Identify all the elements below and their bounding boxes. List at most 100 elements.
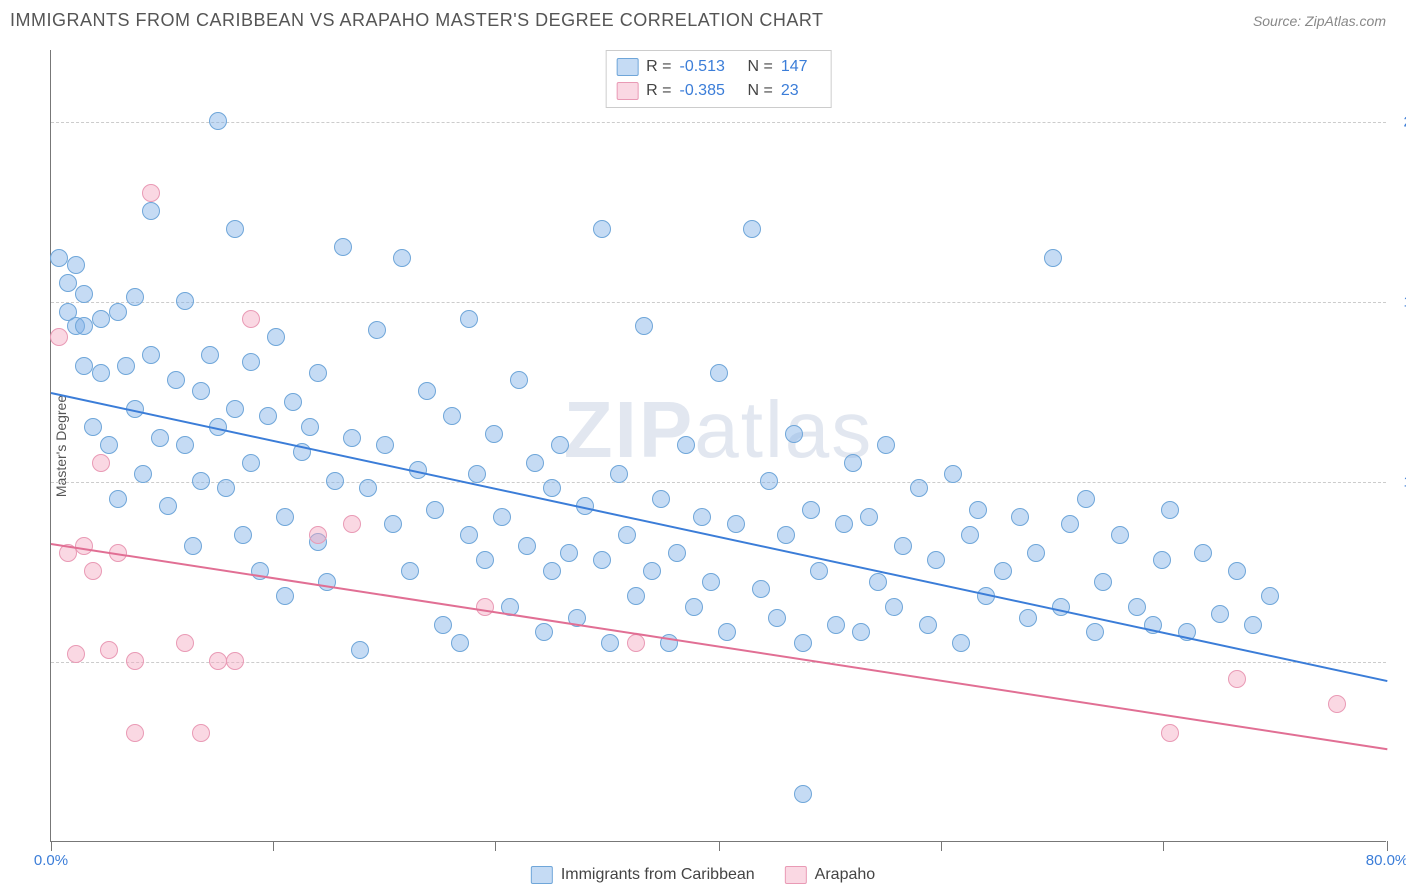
stats-legend-box: R =-0.513N =147R =-0.385N =23 [605,50,832,108]
data-point [226,220,244,238]
data-point [1128,598,1146,616]
data-point [919,616,937,634]
gridline [51,662,1386,663]
stat-N-value: 23 [781,79,821,103]
data-point [635,317,653,335]
data-point [718,623,736,641]
data-point [176,292,194,310]
data-point [710,364,728,382]
scatter-chart: ZIPatlas R =-0.513N =147R =-0.385N =23 5… [50,50,1386,842]
data-point [242,310,260,328]
data-point [393,249,411,267]
data-point [760,472,778,490]
data-point [627,634,645,652]
data-point [835,515,853,533]
data-point [234,526,252,544]
data-point [75,317,93,335]
data-point [810,562,828,580]
data-point [1161,724,1179,742]
data-point [309,364,327,382]
data-point [777,526,795,544]
stats-row: R =-0.385N =23 [616,79,821,103]
chart-title: IMMIGRANTS FROM CARIBBEAN VS ARAPAHO MAS… [10,10,824,31]
data-point [75,285,93,303]
data-point [852,623,870,641]
gridline [51,122,1386,123]
data-point [1044,249,1062,267]
data-point [860,508,878,526]
legend-swatch [785,866,807,884]
data-point [418,382,436,400]
data-point [952,634,970,652]
data-point [192,382,210,400]
data-point [551,436,569,454]
data-point [969,501,987,519]
data-point [643,562,661,580]
legend-swatch [531,866,553,884]
data-point [401,562,419,580]
data-point [309,526,327,544]
data-point [827,616,845,634]
data-point [84,418,102,436]
data-point [652,490,670,508]
data-point [1194,544,1212,562]
data-point [894,537,912,555]
data-point [543,479,561,497]
data-point [1244,616,1262,634]
data-point [460,526,478,544]
data-point [526,454,544,472]
data-point [476,598,494,616]
data-point [267,328,285,346]
data-point [126,724,144,742]
data-point [176,634,194,652]
data-point [142,202,160,220]
data-point [877,436,895,454]
data-point [727,515,745,533]
data-point [151,429,169,447]
data-point [201,346,219,364]
data-point [1211,605,1229,623]
stat-N-value: 147 [781,55,821,79]
data-point [284,393,302,411]
data-point [117,357,135,375]
data-point [209,652,227,670]
stat-R-value: -0.385 [680,79,740,103]
data-point [593,220,611,238]
x-tick [1163,841,1164,851]
data-point [50,249,68,267]
data-point [343,429,361,447]
data-point [768,609,786,627]
data-point [685,598,703,616]
data-point [276,508,294,526]
data-point [618,526,636,544]
data-point [75,537,93,555]
data-point [67,645,85,663]
data-point [326,472,344,490]
data-point [1027,544,1045,562]
data-point [276,587,294,605]
legend-label: Immigrants from Caribbean [561,866,755,884]
data-point [1011,508,1029,526]
data-point [1019,609,1037,627]
x-tick-label: 0.0% [34,852,68,869]
stats-row: R =-0.513N =147 [616,55,821,79]
data-point [476,551,494,569]
stat-R-label: R = [646,79,671,103]
gridline [51,482,1386,483]
data-point [1111,526,1129,544]
data-point [601,634,619,652]
data-point [493,508,511,526]
x-tick [719,841,720,851]
legend-label: Arapaho [815,866,876,884]
data-point [702,573,720,591]
data-point [485,425,503,443]
data-point [226,400,244,418]
data-point [1077,490,1095,508]
data-point [368,321,386,339]
data-point [75,357,93,375]
data-point [451,634,469,652]
x-tick [51,841,52,851]
data-point [1328,695,1346,713]
data-point [844,454,862,472]
data-point [1228,562,1246,580]
